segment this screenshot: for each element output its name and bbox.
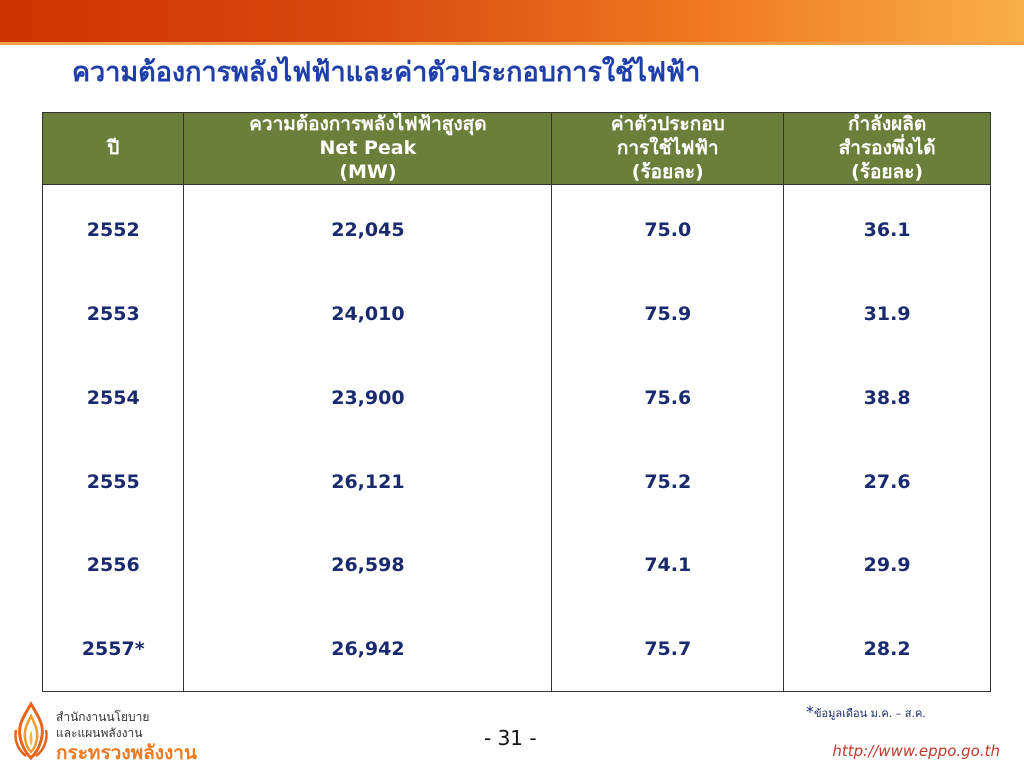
page-number: - 31 - — [484, 726, 537, 750]
cell-net-peak: 22,045 — [183, 184, 553, 273]
website-url: http://www.eppo.go.th — [832, 742, 1000, 760]
cell-reserve-margin: 31.9 — [783, 272, 991, 357]
table-row: 2557* 26,942 75.7 28.2 — [41, 607, 991, 693]
ministry-name: กระทรวงพลังงาน — [56, 742, 197, 764]
cell-load-factor: 75.0 — [551, 184, 785, 273]
org-name-line2: และแผนพลังงาน — [56, 726, 143, 740]
cell-year: 2555 — [41, 439, 185, 524]
header-reserve-margin: กำลังผลิต สำรองพึ่งได้ (ร้อยละ) — [783, 111, 991, 186]
cell-net-peak: 26,598 — [183, 523, 553, 608]
cell-reserve-margin: 28.2 — [783, 607, 991, 693]
slide-title: ความต้องการพลังไฟฟ้าและค่าตัวประกอบการใช… — [72, 57, 701, 88]
cell-net-peak: 24,010 — [183, 272, 553, 357]
cell-reserve-margin: 38.8 — [783, 356, 991, 440]
header-net-peak: ความต้องการพลังไฟฟ้าสูงสุด Net Peak (MW) — [183, 111, 553, 186]
cell-net-peak: 26,121 — [183, 439, 553, 524]
footnote-star: * — [806, 702, 814, 721]
header-year: ปี — [41, 111, 185, 186]
peak-demand-table: ปี ความต้องการพลังไฟฟ้าสูงสุด Net Peak (… — [41, 111, 991, 693]
cell-load-factor: 75.2 — [551, 439, 785, 524]
org-name-line1: สำนักงานนโยบาย — [56, 710, 150, 724]
cell-net-peak: 26,942 — [183, 607, 553, 693]
cell-year: 2557* — [41, 607, 185, 693]
footnote-text: ข้อมูลเดือน ม.ค. – ส.ค. — [814, 707, 926, 720]
cell-year: 2552 — [41, 184, 185, 273]
table-row: 2555 26,121 75.2 27.6 — [41, 439, 991, 524]
cell-year: 2556 — [41, 523, 185, 608]
top-banner — [0, 0, 1024, 42]
cell-load-factor: 75.6 — [551, 356, 785, 440]
cell-reserve-margin: 29.9 — [783, 523, 991, 608]
cell-year: 2553 — [41, 272, 185, 357]
table-row: 2553 24,010 75.9 31.9 — [41, 272, 991, 357]
table-row: 2554 23,900 75.6 38.8 — [41, 356, 991, 440]
cell-load-factor: 75.9 — [551, 272, 785, 357]
table-header-row: ปี ความต้องการพลังไฟฟ้าสูงสุด Net Peak (… — [41, 111, 991, 186]
table-row: 2556 26,598 74.1 29.9 — [41, 523, 991, 608]
cell-year: 2554 — [41, 356, 185, 440]
cell-reserve-margin: 36.1 — [783, 184, 991, 273]
cell-load-factor: 75.7 — [551, 607, 785, 693]
header-load-factor: ค่าตัวประกอบ การใช้ไฟฟ้า (ร้อยละ) — [551, 111, 785, 186]
eppo-flame-logo-icon — [14, 701, 48, 761]
cell-load-factor: 74.1 — [551, 523, 785, 608]
top-banner-line — [0, 42, 1024, 45]
table-row: 2552 22,045 75.0 36.1 — [41, 184, 991, 273]
footnote: *ข้อมูลเดือน ม.ค. – ส.ค. — [806, 702, 926, 722]
cell-reserve-margin: 27.6 — [783, 439, 991, 524]
cell-net-peak: 23,900 — [183, 356, 553, 440]
